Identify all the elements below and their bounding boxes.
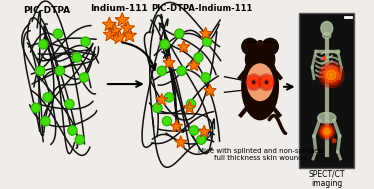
- FancyBboxPatch shape: [299, 13, 354, 168]
- Circle shape: [201, 73, 210, 82]
- Polygon shape: [121, 21, 135, 34]
- Polygon shape: [115, 13, 129, 26]
- Circle shape: [157, 66, 166, 75]
- Circle shape: [165, 93, 174, 102]
- Polygon shape: [156, 94, 168, 105]
- Circle shape: [260, 76, 273, 89]
- Text: Mice with splinted and non-splinted
full thickness skin wounds: Mice with splinted and non-splinted full…: [198, 148, 322, 161]
- Circle shape: [321, 125, 333, 138]
- Circle shape: [39, 40, 48, 49]
- Text: SPECT/CT
imaging: SPECT/CT imaging: [309, 169, 345, 188]
- Polygon shape: [170, 120, 183, 132]
- Text: PIC-DTPA-Indium-111: PIC-DTPA-Indium-111: [151, 4, 253, 13]
- Text: Indium-111: Indium-111: [91, 4, 148, 13]
- Polygon shape: [113, 30, 126, 43]
- Circle shape: [258, 74, 275, 91]
- Circle shape: [162, 117, 171, 126]
- Circle shape: [262, 38, 278, 55]
- Circle shape: [187, 99, 196, 108]
- FancyArrowPatch shape: [122, 42, 156, 70]
- Circle shape: [329, 73, 334, 77]
- Polygon shape: [175, 136, 187, 148]
- Circle shape: [197, 135, 206, 144]
- Ellipse shape: [321, 22, 333, 35]
- Circle shape: [53, 29, 62, 38]
- Circle shape: [265, 81, 268, 84]
- Circle shape: [327, 70, 336, 80]
- Circle shape: [65, 99, 74, 108]
- Ellipse shape: [247, 64, 273, 101]
- Ellipse shape: [242, 54, 278, 120]
- Circle shape: [55, 66, 65, 75]
- Circle shape: [249, 78, 258, 87]
- Circle shape: [175, 29, 184, 38]
- Circle shape: [177, 66, 186, 75]
- Ellipse shape: [257, 41, 263, 45]
- Circle shape: [264, 80, 269, 85]
- Circle shape: [80, 73, 89, 82]
- Polygon shape: [103, 27, 117, 41]
- Polygon shape: [184, 101, 196, 113]
- Text: PIC-DTPA: PIC-DTPA: [24, 6, 71, 15]
- Circle shape: [265, 81, 268, 84]
- Circle shape: [251, 80, 257, 85]
- Circle shape: [245, 45, 275, 74]
- Circle shape: [189, 126, 199, 135]
- Ellipse shape: [323, 33, 331, 38]
- Circle shape: [321, 65, 341, 85]
- Polygon shape: [163, 57, 175, 68]
- Circle shape: [252, 81, 255, 84]
- Polygon shape: [102, 17, 116, 31]
- Circle shape: [203, 37, 212, 46]
- Circle shape: [319, 62, 344, 88]
- Circle shape: [329, 72, 334, 78]
- Circle shape: [332, 139, 336, 143]
- Polygon shape: [178, 41, 190, 52]
- Polygon shape: [188, 59, 200, 71]
- Circle shape: [324, 68, 339, 82]
- Circle shape: [68, 126, 77, 135]
- Circle shape: [36, 66, 45, 75]
- Circle shape: [41, 117, 50, 126]
- Circle shape: [160, 40, 169, 49]
- Polygon shape: [108, 24, 122, 37]
- Polygon shape: [200, 27, 212, 39]
- Circle shape: [242, 38, 258, 55]
- Circle shape: [245, 74, 262, 91]
- Circle shape: [72, 53, 82, 62]
- Polygon shape: [198, 125, 210, 137]
- Circle shape: [324, 129, 329, 134]
- Circle shape: [153, 103, 162, 112]
- Ellipse shape: [318, 112, 336, 123]
- Circle shape: [247, 76, 260, 89]
- Circle shape: [43, 93, 52, 102]
- Circle shape: [75, 135, 84, 144]
- Circle shape: [262, 78, 271, 87]
- Circle shape: [194, 53, 203, 62]
- Circle shape: [31, 103, 40, 112]
- Circle shape: [322, 57, 326, 60]
- Polygon shape: [204, 84, 216, 96]
- Circle shape: [319, 123, 335, 140]
- Circle shape: [322, 127, 331, 136]
- Polygon shape: [123, 28, 137, 42]
- Circle shape: [252, 81, 255, 84]
- Circle shape: [81, 37, 90, 46]
